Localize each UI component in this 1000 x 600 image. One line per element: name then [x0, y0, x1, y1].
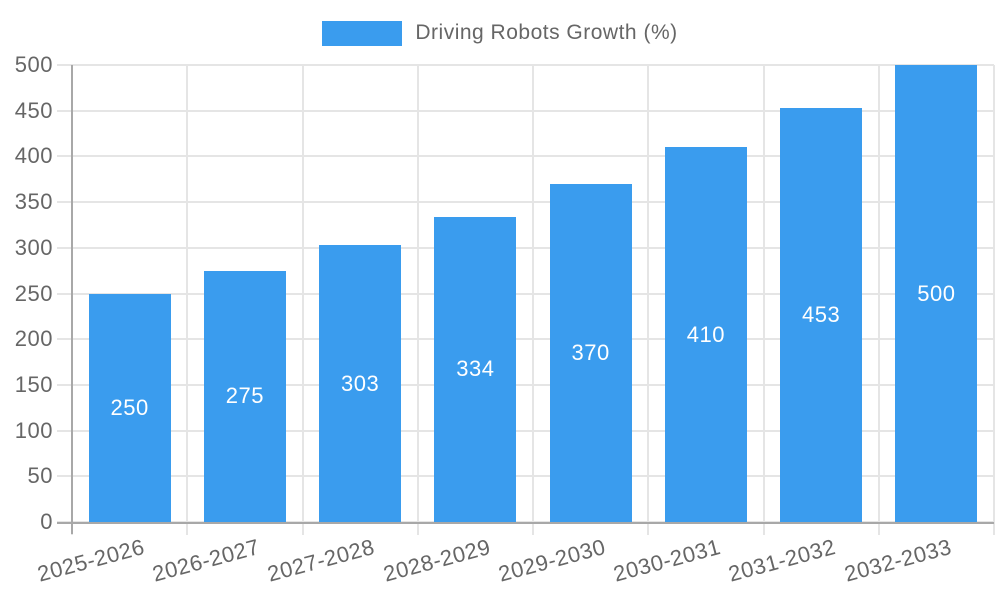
bar-2032-2033 [895, 65, 978, 522]
legend-swatch [322, 20, 403, 46]
x-axis-tick-label: 2030-2031 [610, 534, 724, 587]
y-axis-tick-label: 100 [14, 417, 53, 443]
bar-2028-2029 [434, 216, 517, 522]
bar-2025-2026 [88, 293, 171, 522]
bar-2027-2028 [319, 245, 402, 522]
x-axis-tick-label: 2029-2030 [495, 534, 609, 587]
gridline [57, 292, 994, 295]
gridline [416, 65, 419, 535]
gridline [57, 246, 994, 249]
y-axis-tick-label: 200 [14, 326, 53, 352]
y-axis-tick-label: 250 [14, 280, 53, 306]
bar-value-label: 410 [686, 321, 725, 347]
bar-value-label: 453 [802, 301, 841, 327]
bar-2031-2032 [780, 107, 863, 522]
gridline [57, 109, 994, 112]
gridline [57, 475, 994, 478]
bar-value-label: 275 [225, 383, 264, 409]
gridline [57, 64, 994, 66]
bar-2029-2030 [549, 183, 632, 522]
y-axis-tick-label: 300 [14, 234, 53, 260]
gridline [57, 338, 994, 341]
bar-value-label: 334 [456, 356, 495, 382]
legend-label: Driving Robots Growth (%) [415, 21, 678, 44]
gridline [301, 65, 304, 535]
y-axis-tick-label: 150 [14, 371, 53, 397]
gridline [57, 429, 994, 432]
x-axis-tick-label: 2032-2033 [841, 534, 954, 587]
x-axis-tick-label: 2026-2027 [149, 534, 263, 587]
x-axis-tick-label: 2028-2029 [380, 534, 493, 587]
bar-value-label: 303 [341, 370, 380, 396]
gridline [57, 383, 994, 386]
gridline [57, 201, 994, 204]
y-axis-tick-label: 500 [14, 52, 53, 77]
gridline [647, 65, 650, 535]
y-axis-tick-label: 400 [14, 143, 53, 169]
y-axis-tick-label: 350 [14, 189, 53, 215]
x-axis-line [57, 522, 994, 524]
bar-value-label: 250 [110, 394, 149, 420]
x-axis-tick-label: 2027-2028 [265, 534, 378, 587]
gridline [186, 65, 189, 535]
bar-2026-2027 [203, 270, 286, 522]
gridline [877, 65, 880, 535]
gridline [993, 65, 995, 535]
bar-value-label: 500 [917, 280, 956, 306]
y-axis-tick-label: 0 [40, 509, 53, 534]
gridline [57, 155, 994, 158]
x-axis-tick-label: 2031-2032 [726, 534, 839, 587]
y-axis-line [71, 65, 73, 534]
y-axis-tick-label: 50 [27, 463, 53, 489]
x-axis-tick-label: 2025-2026 [34, 534, 148, 587]
gridline [532, 65, 534, 535]
bar-value-label: 370 [571, 339, 610, 365]
bar-2030-2031 [664, 147, 747, 522]
y-axis-tick-label: 450 [14, 97, 53, 123]
gridline [762, 65, 765, 535]
legend[interactable]: Driving Robots Growth (%) [0, 20, 1000, 46]
